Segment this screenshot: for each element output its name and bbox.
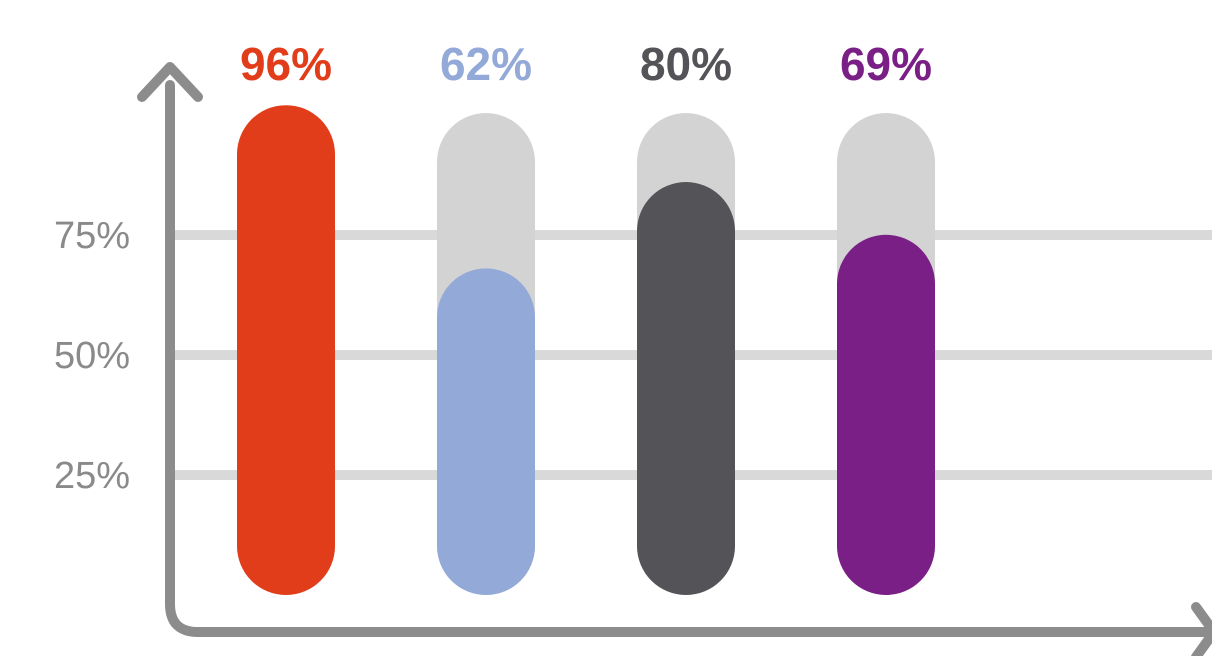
bars	[237, 105, 935, 596]
y-tick-label: 75%	[54, 215, 130, 257]
y-tick-labels: 25% 50% 75%	[54, 215, 130, 497]
value-labels: 96% 62% 80% 69%	[240, 38, 932, 90]
y-axis-arrowhead	[137, 62, 203, 102]
bar-value-label: 69%	[840, 38, 932, 90]
bar	[637, 182, 735, 595]
bar	[837, 234, 935, 596]
bar	[237, 105, 335, 595]
axis-lines	[165, 80, 1212, 637]
y-tick-label: 50%	[54, 335, 130, 377]
x-axis-arrowhead	[1191, 602, 1212, 656]
y-tick-label: 25%	[54, 455, 130, 497]
axes	[137, 62, 1212, 656]
bar-value-label: 96%	[240, 38, 332, 90]
bar-value-label: 62%	[440, 38, 532, 90]
bar-value-label: 80%	[640, 38, 732, 90]
bar	[437, 268, 535, 595]
